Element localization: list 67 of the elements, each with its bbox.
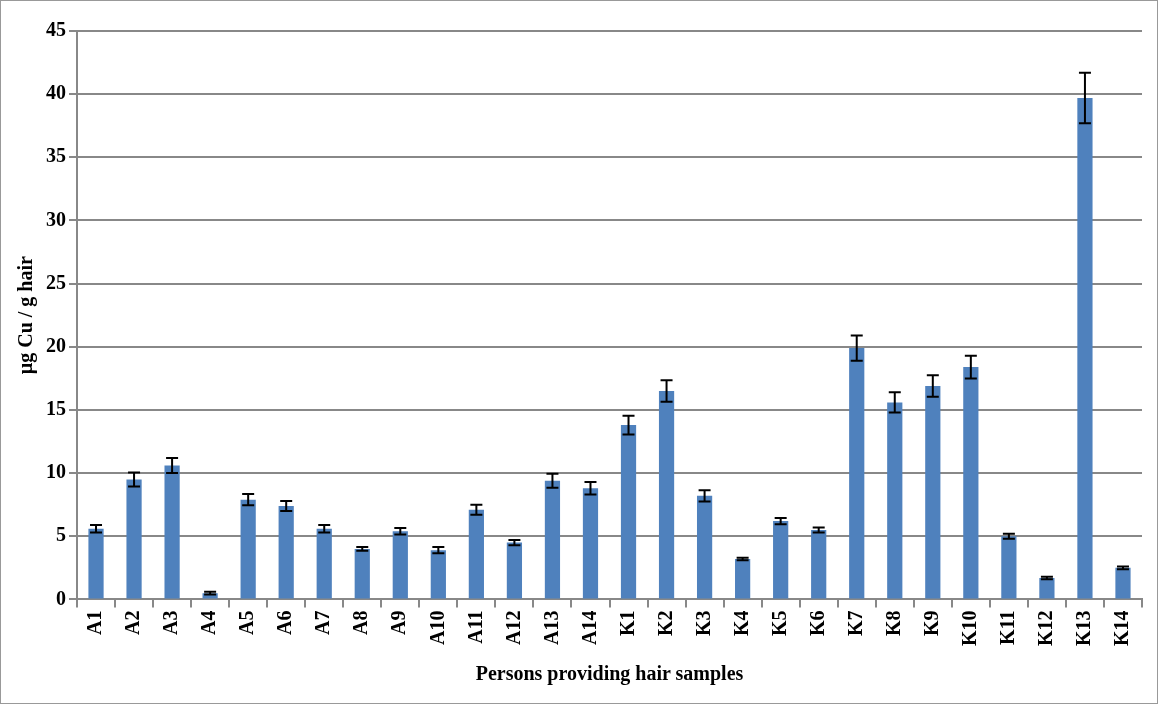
bar (164, 465, 180, 599)
x-tick-label: K10 (958, 610, 981, 647)
bar (963, 367, 979, 599)
y-tick-label: 40 (46, 81, 66, 104)
x-tick-label: K8 (881, 610, 904, 637)
bar (126, 479, 142, 599)
bar (1039, 577, 1055, 599)
x-tick-label: A13 (539, 610, 562, 645)
x-tick-label: K14 (1110, 610, 1133, 647)
x-tick-label: A8 (349, 610, 372, 635)
bar (88, 528, 104, 599)
bar (887, 402, 903, 599)
bar (240, 499, 256, 599)
x-tick-label: A5 (235, 610, 258, 635)
y-tick-label: 20 (46, 333, 66, 356)
x-tick-label: K1 (615, 610, 638, 637)
x-tick-label: K2 (653, 610, 676, 637)
y-axis-title: µg Cu / g hair (14, 256, 38, 375)
y-tick-label: 45 (46, 18, 66, 41)
x-tick-label: A2 (121, 610, 144, 635)
bar (278, 505, 294, 599)
x-tick-label: K11 (996, 610, 1019, 645)
x-tick-label: A6 (273, 610, 296, 635)
y-tick-label: 5 (56, 523, 66, 546)
bar (468, 509, 484, 599)
bar (811, 529, 827, 599)
x-tick-label: K5 (767, 610, 790, 637)
x-tick-label: A4 (197, 610, 220, 635)
y-tick-label: 10 (46, 460, 66, 483)
x-tick-label: K13 (1072, 610, 1095, 647)
bar (1077, 97, 1093, 599)
x-tick-label: A7 (311, 610, 334, 635)
x-tick-label: A3 (159, 610, 182, 635)
y-tick-label: 25 (46, 270, 66, 293)
y-tick-label: 30 (46, 207, 66, 230)
x-tick-label: K6 (805, 610, 828, 637)
x-tick-label: A10 (425, 610, 448, 645)
y-tick-label: 35 (46, 144, 66, 167)
x-axis-title: Persons providing hair samples (475, 662, 744, 686)
x-tick-label: A12 (501, 610, 524, 645)
bar (735, 559, 751, 599)
bar (620, 425, 637, 599)
x-tick-label: A9 (387, 610, 410, 635)
bar (658, 391, 675, 599)
x-tick-label: A11 (463, 610, 486, 644)
bar (925, 385, 941, 599)
y-tick-label: 0 (56, 586, 66, 609)
x-tick-label: A14 (577, 610, 600, 645)
bar (582, 488, 599, 599)
bar (354, 548, 370, 599)
x-tick-label: K12 (1034, 610, 1057, 647)
x-tick-label: K7 (843, 610, 866, 637)
x-tick-label: K3 (691, 610, 714, 637)
bar (316, 528, 332, 599)
bar (506, 542, 523, 599)
bar (696, 495, 713, 599)
bar (773, 521, 789, 599)
bar (392, 531, 408, 599)
x-tick-label: A1 (83, 610, 106, 635)
x-tick-label: K9 (919, 610, 942, 637)
bar (430, 550, 446, 599)
y-tick-label: 15 (46, 397, 66, 420)
bar (849, 348, 865, 599)
bar (1115, 567, 1131, 599)
bar (1001, 536, 1017, 599)
x-tick-label: K4 (729, 610, 752, 637)
bar (544, 480, 561, 599)
